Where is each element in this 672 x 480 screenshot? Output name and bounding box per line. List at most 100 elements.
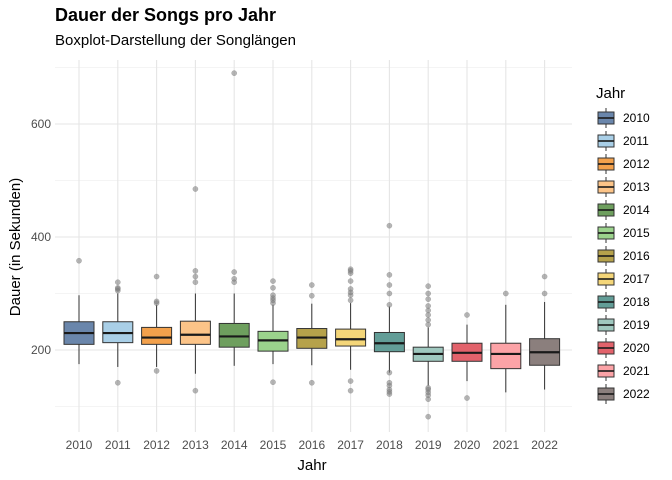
- box-2016: [296, 282, 328, 386]
- x-axis-title: Jahr: [297, 457, 326, 474]
- box-2018: [373, 222, 405, 397]
- outlier-point: [114, 279, 121, 286]
- box-2013: [179, 186, 211, 394]
- y-tick-labels: 200 400 600: [31, 117, 51, 357]
- x-tick-label: 2011: [105, 438, 131, 452]
- outlier-point: [464, 312, 470, 318]
- legend-label: 2011: [623, 134, 649, 148]
- outlier-point: [386, 301, 393, 308]
- box-iqr: [141, 326, 173, 345]
- x-tick-label: 2016: [298, 438, 325, 452]
- box-2011: [102, 279, 134, 386]
- box-iqr: [179, 320, 211, 345]
- legend-item-2022: 2022: [597, 384, 650, 404]
- legend-item-2011: 2011: [597, 131, 649, 151]
- chart-subtitle: Boxplot-Darstellung der Songlängen: [55, 32, 296, 49]
- outlier-point: [76, 257, 82, 264]
- legend-item-2014: 2014: [597, 200, 650, 220]
- legend-label: 2021: [623, 364, 650, 378]
- legend-item-2021: 2021: [597, 361, 650, 381]
- outlier-point: [192, 279, 199, 286]
- x-tick-label: 2012: [143, 438, 170, 452]
- outlier-point: [425, 385, 432, 391]
- box-iqr: [373, 331, 405, 353]
- box-iqr: [218, 322, 250, 348]
- outlier-point: [192, 186, 199, 192]
- box-2021: [490, 290, 522, 393]
- x-tick-label: 2015: [260, 438, 287, 452]
- legend-item-2017: 2017: [597, 269, 650, 289]
- legend-item-2010: 2010: [597, 108, 650, 128]
- outlier-point: [425, 413, 432, 420]
- outlier-point: [386, 290, 393, 297]
- legend-label: 2022: [623, 387, 650, 401]
- legend: Jahr 2010 2011 2012 2013 2014 2015 2016 2017 201…: [596, 85, 650, 404]
- outlier-point: [541, 290, 548, 297]
- y-tick-label: 400: [31, 230, 51, 244]
- x-tick-label: 2018: [376, 438, 403, 452]
- box-2014: [218, 70, 250, 366]
- x-tick-label: 2014: [221, 438, 248, 452]
- outlier-point: [308, 282, 315, 288]
- legend-label: 2010: [623, 111, 650, 125]
- y-tick-label: 600: [31, 117, 51, 131]
- outlier-point: [464, 395, 470, 401]
- legend-item-2016: 2016: [597, 246, 650, 266]
- legend-item-2012: 2012: [597, 154, 650, 174]
- boxes-layer: [63, 70, 561, 420]
- outlier-point: [192, 273, 199, 280]
- legend-label: 2015: [623, 226, 650, 240]
- outlier-point: [386, 222, 393, 229]
- outlier-point: [347, 286, 354, 292]
- box-2012: [141, 273, 173, 374]
- x-tick-label: 2022: [531, 438, 558, 452]
- outlier-point: [425, 317, 432, 323]
- y-tick-label: 200: [31, 343, 51, 357]
- outlier-point: [114, 285, 121, 291]
- grid-lines: [55, 60, 572, 432]
- box-2010: [63, 257, 95, 365]
- outlier-point: [386, 272, 393, 278]
- chart-title: Dauer der Songs pro Jahr: [55, 5, 277, 25]
- outlier-point: [231, 70, 238, 77]
- box-2015: [257, 278, 289, 386]
- x-tick-label: 2020: [454, 438, 481, 452]
- outlier-point: [308, 292, 315, 299]
- outlier-point: [192, 268, 199, 274]
- outlier-point: [153, 368, 160, 374]
- outlier-point: [270, 285, 276, 291]
- legend-item-2015: 2015: [597, 223, 650, 243]
- legend-label: 2018: [623, 295, 650, 309]
- legend-item-2013: 2013: [597, 177, 650, 197]
- legend-label: 2019: [623, 318, 650, 332]
- outlier-point: [153, 273, 160, 280]
- x-tick-label: 2017: [337, 438, 364, 452]
- outlier-point: [270, 278, 276, 284]
- outlier-point: [231, 269, 238, 275]
- x-tick-label: 2013: [182, 438, 209, 452]
- outlier-point: [425, 283, 432, 290]
- outlier-point: [270, 292, 276, 299]
- x-tick-label: 2010: [66, 438, 93, 452]
- y-axis-title: Dauer (in Sekunden): [7, 178, 24, 316]
- box-iqr: [335, 328, 367, 347]
- legend-title: Jahr: [596, 85, 625, 102]
- x-tick-label: 2021: [492, 438, 519, 452]
- outlier-point: [347, 297, 354, 304]
- outlier-point: [347, 387, 354, 394]
- outlier-point: [347, 278, 354, 284]
- box-2019: [412, 283, 444, 420]
- outlier-point: [386, 369, 393, 376]
- outlier-point: [270, 379, 276, 386]
- outlier-point: [425, 303, 432, 309]
- box-2017: [335, 266, 367, 394]
- outlier-point: [192, 387, 199, 394]
- legend-label: 2014: [623, 203, 650, 217]
- legend-item-2020: 2020: [597, 338, 650, 358]
- x-tick-labels: 2010 2011 2012 2013 2014 2015 2016 2017 2018 2019…: [66, 438, 559, 452]
- legend-item-2019: 2019: [597, 315, 650, 335]
- outlier-point: [386, 379, 393, 386]
- outlier-point: [153, 298, 160, 305]
- legend-label: 2013: [623, 180, 650, 194]
- box-iqr: [490, 342, 522, 370]
